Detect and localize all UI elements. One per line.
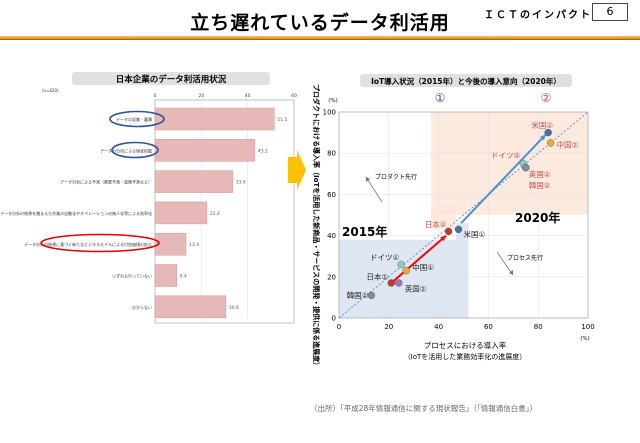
data-point	[546, 139, 555, 147]
arrowhead-icon	[540, 134, 546, 141]
data-point	[444, 227, 453, 236]
highlight-ring-blue	[109, 110, 165, 128]
bar-value-label: 22.4	[210, 211, 220, 217]
product-lead-arrow	[365, 176, 383, 203]
point-label: 日本①	[367, 271, 389, 281]
point-label: 韓国②	[529, 180, 551, 190]
left-x-tick-label: 20	[198, 93, 204, 99]
x-tick-label: 40	[434, 323, 443, 331]
left-x-tick-label: 60	[291, 93, 297, 99]
bar-category-label: いずれも行っていない	[112, 273, 152, 279]
bar-category-label: データの分析による現状把握	[100, 147, 152, 153]
y-unit-label: (%)	[328, 98, 338, 104]
annotation-process-lead: プロセス先行	[507, 254, 543, 262]
orange-arrow-icon	[288, 150, 306, 190]
title-divider	[0, 36, 640, 40]
bar-category-label: データ分析の結果を踏まえた作業の自動化やオペレーションの無人化等による効率化	[0, 210, 152, 216]
highlight-ring-red	[40, 233, 160, 253]
bar-value-label: 51.5	[277, 117, 287, 123]
y-tick-label: 20	[327, 273, 336, 281]
slide-title: 立ち遅れているデータ利活用	[190, 12, 450, 34]
y-tick-label: 80	[327, 150, 336, 158]
region-japan-2020	[431, 206, 457, 230]
bar-category-label: データ分析による予測（需要予測・故障予測など）	[60, 179, 152, 185]
section-label: ＩＣＴのインパクト	[484, 10, 592, 21]
arrowhead-icon	[440, 235, 447, 242]
point-label: 米国①	[464, 229, 486, 239]
data-point	[454, 225, 463, 234]
point-label: 日本②	[425, 219, 447, 229]
point-label: 韓国①	[347, 290, 369, 300]
bar-1	[154, 107, 275, 131]
y-tick-label: 0	[332, 315, 336, 323]
n-label: (n=620)	[42, 88, 59, 93]
left-chart-title-box	[72, 72, 270, 85]
bar-category-label: データ分析の結果に基づく新たなビジネスモデルによる付加価値の拡大	[24, 241, 152, 247]
x-tick-label: 60	[484, 323, 493, 331]
left-x-tick-label: 0	[154, 93, 157, 99]
data-point	[544, 128, 552, 137]
point-label: ドイツ②	[491, 151, 520, 160]
data-point	[522, 163, 530, 172]
region-2015	[339, 239, 469, 318]
x-tick-label: 80	[534, 323, 543, 331]
right-chart-title-box	[360, 74, 572, 87]
data-point	[395, 279, 403, 287]
bar-6	[154, 264, 178, 287]
point-label: 米国②	[531, 120, 553, 130]
y-axis-label: プロダクトにおける導入率（IoTを活用した新商品・サービスの開発・提供に係る進展…	[312, 84, 321, 369]
y-tick-label: 60	[327, 191, 336, 199]
x-axis-sublabel: （IoTを活用した業務効率化の進展度）	[404, 352, 527, 361]
bar-5	[154, 232, 187, 256]
arrowhead-icon	[509, 270, 513, 275]
trend-arrow-2	[460, 133, 547, 224]
column-marker-2: ②	[541, 91, 552, 105]
page-number: 6	[592, 3, 628, 21]
x-unit-label: (%)	[580, 336, 590, 342]
arrowhead-icon	[366, 177, 370, 182]
data-point	[367, 291, 376, 300]
data-point	[397, 260, 405, 269]
bar-2	[154, 139, 256, 162]
bar-category-label: データの収集・蓄積	[116, 116, 152, 122]
column-marker-1: ①	[435, 91, 446, 105]
region-label-2015: 2015年	[342, 224, 387, 239]
bar-value-label: 13.4	[189, 242, 199, 248]
data-point	[402, 266, 410, 275]
data-point	[387, 279, 395, 287]
x-tick-label: 0	[337, 323, 341, 331]
bar-value-label: 30.6	[229, 305, 239, 311]
y-tick-label: 100	[323, 109, 336, 117]
bar-value-label: 9.4	[180, 274, 187, 280]
bar-3	[154, 170, 234, 193]
bar-value-label: 43.1	[258, 148, 268, 154]
region-label-2020: 2020年	[515, 210, 560, 225]
point-label: 英国①	[405, 283, 427, 293]
x-tick-label: 20	[384, 323, 393, 331]
point-label: 中国②	[557, 139, 579, 149]
x-axis-label: プロセスにおける導入率	[424, 340, 507, 350]
right-plot-frame	[338, 111, 589, 319]
right-chart-title: IoT導入状況（2015年）と今後の導入意向（2020年）	[371, 76, 561, 86]
left-chart-title: 日本企業のデータ利活用状況	[116, 74, 227, 85]
bar-category-label: 分からない	[132, 304, 152, 310]
point-label: ドイツ①	[370, 253, 399, 262]
source-note: （出所）「平成28年情報通信に関する現状報告」（「情報通信白書」）	[310, 404, 538, 413]
point-label: 中国①	[412, 262, 434, 272]
process-lead-arrow	[496, 251, 514, 276]
point-label: 英国②	[529, 169, 551, 179]
region-2020	[431, 112, 588, 215]
bar-4	[154, 201, 208, 225]
bar-7	[154, 295, 227, 319]
left-x-tick-label: 40	[245, 93, 251, 99]
x-tick-label: 100	[581, 323, 594, 331]
diagonal-reference-line	[338, 111, 589, 319]
annotation-product-lead: プロダクト先行	[375, 173, 417, 181]
trend-arrow-1	[390, 234, 447, 284]
highlight-ring-blue	[111, 141, 159, 159]
y-tick-label: 40	[327, 232, 336, 240]
bar-value-label: 33.6	[236, 180, 246, 186]
